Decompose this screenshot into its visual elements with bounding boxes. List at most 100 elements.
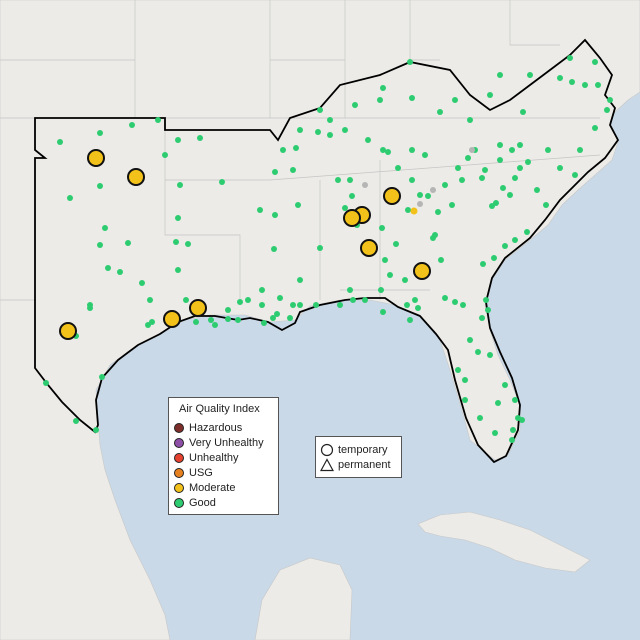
station-marker-good [509,147,515,153]
station-marker-good [259,302,265,308]
hazardous-swatch [174,423,184,433]
station-marker-good [534,187,540,193]
station-marker-good [480,261,486,267]
unhealthy-swatch [174,453,184,463]
station-marker-good [577,147,583,153]
station-marker-good [557,75,563,81]
station-marker-good [435,209,441,215]
station-marker-good [462,377,468,383]
station-marker-good [462,397,468,403]
legend-item-moderate: Moderate [174,481,235,495]
station-marker-good [93,427,99,433]
station-marker-good [377,97,383,103]
station-marker-good [489,203,495,209]
station-marker-good [380,147,386,153]
station-marker-good [497,72,503,78]
station-marker-good [509,437,515,443]
station-marker-good [483,297,489,303]
station-marker-moderate-large [360,239,378,257]
station-marker-good [212,322,218,328]
station-marker-good [317,245,323,251]
station-marker-moderate-large [163,310,181,328]
station-marker-good [437,109,443,115]
station-marker-good [592,125,598,131]
station-marker-good [404,302,410,308]
station-marker-good [487,352,493,358]
station-marker-good [425,193,431,199]
station-marker-good [459,177,465,183]
station-marker-good [497,157,503,163]
station-marker-good [387,272,393,278]
station-marker-good [290,302,296,308]
station-marker-good [407,59,413,65]
station-marker-good [475,349,481,355]
station-marker-good [492,430,498,436]
station-marker-good [557,165,563,171]
station-marker-good [175,267,181,273]
station-marker-good [512,175,518,181]
shape-label: temporary [338,444,388,456]
station-marker-good [347,177,353,183]
station-marker-good [145,322,151,328]
station-marker-good [270,315,276,321]
station-marker-good [517,165,523,171]
legend-label: USG [189,467,213,479]
station-marker-good [567,55,573,61]
station-marker-good [290,167,296,173]
station-marker-good [183,297,189,303]
station-marker-good [219,179,225,185]
station-marker-moderate-large [127,168,145,186]
station-marker-good [280,147,286,153]
station-marker-good [102,225,108,231]
station-marker-good [491,255,497,261]
station-marker-good [257,207,263,213]
station-marker-good [510,427,516,433]
station-marker-good [173,239,179,245]
circle-icon [320,443,334,457]
station-marker-good [545,147,551,153]
legend-item-very-unhealthy: Very Unhealthy [174,436,264,450]
station-marker-good [235,317,241,323]
station-marker-good [455,165,461,171]
station-marker-inactive [430,187,436,193]
aqi-legend: Air Quality Index Hazardous Very Unhealt… [168,397,279,515]
triangle-icon [320,458,334,472]
station-marker-good [485,307,491,313]
station-marker-good [607,97,613,103]
station-marker-good [500,185,506,191]
station-marker-good [595,82,601,88]
station-marker-good [327,117,333,123]
station-marker-good [97,130,103,136]
station-marker-good [277,295,283,301]
station-marker-good [467,337,473,343]
station-marker-good [527,72,533,78]
station-marker-good [432,232,438,238]
station-marker-good [569,79,575,85]
station-marker-good [225,307,231,313]
station-marker-good [287,315,293,321]
station-marker-good [259,287,265,293]
station-marker-good [43,380,49,386]
station-marker-moderate-large [413,262,431,280]
station-marker-good [175,137,181,143]
station-marker-good [449,202,455,208]
station-marker-good [417,192,423,198]
station-marker-good [452,299,458,305]
station-marker-good [378,287,384,293]
station-marker-moderate [410,207,418,215]
station-marker-good [362,297,368,303]
station-marker-good [352,102,358,108]
station-marker-good [495,400,501,406]
legend-label: Unhealthy [189,452,239,464]
station-marker-good [407,317,413,323]
station-marker-good [327,132,333,138]
station-marker-good [297,302,303,308]
station-marker-good [442,295,448,301]
moderate-swatch [174,483,184,493]
station-marker-good [295,202,301,208]
station-marker-good [479,315,485,321]
station-marker-good [512,237,518,243]
station-marker-good [99,374,105,380]
station-marker-good [395,165,401,171]
